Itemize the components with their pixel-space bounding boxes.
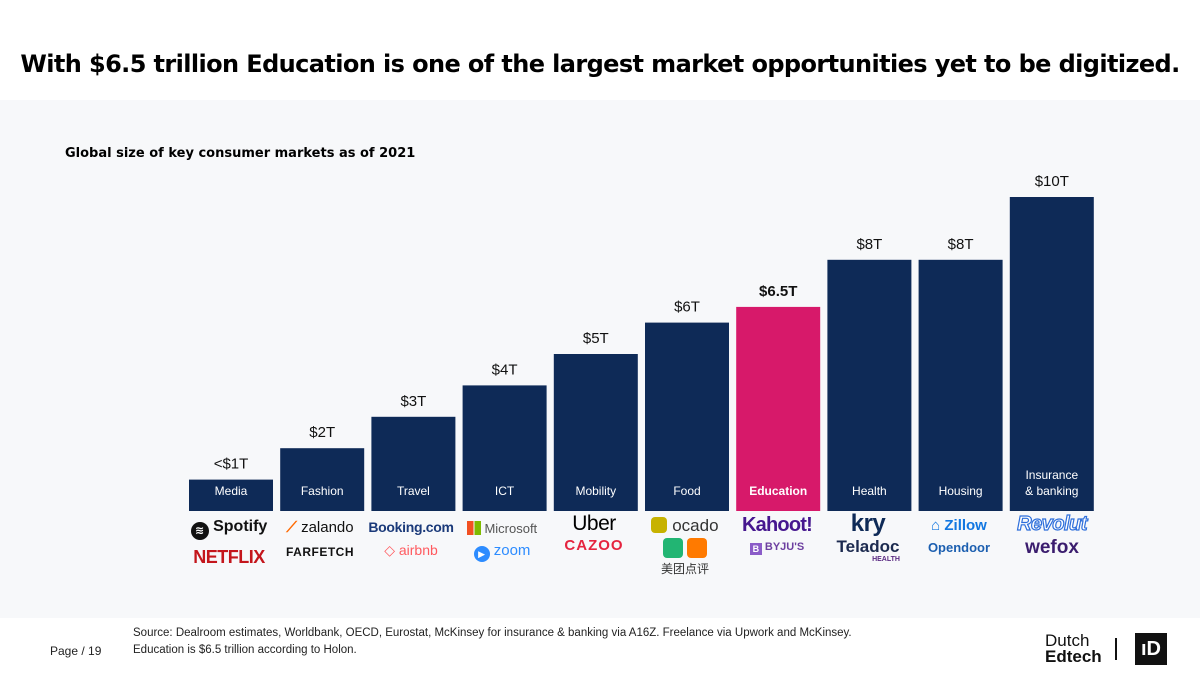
- bar-health: [827, 259, 912, 511]
- bar-food: [645, 322, 729, 511]
- logos-insurance: Revolut wefox: [1009, 513, 1095, 558]
- value-label: $2T: [309, 424, 335, 441]
- value-label: $3T: [400, 393, 426, 410]
- zillow-icon: ⌂: [931, 517, 941, 534]
- headline: With $6.5 trillion Education is one of t…: [20, 50, 1180, 78]
- zoom-icon: ▶: [473, 546, 490, 562]
- uber-logo: Uber: [572, 512, 616, 535]
- bar-chart: <$1T Media $2T Fashion $3T Travel $4T ICT $5T Mob…: [189, 173, 1094, 511]
- cazoo-logo: CAZOO: [564, 537, 624, 554]
- value-label: $6.5T: [759, 283, 797, 300]
- category-label: Education: [749, 484, 807, 498]
- meituan-icon: [642, 538, 728, 562]
- microsoft-icon: [466, 521, 481, 535]
- logos-travel: Booking.com ◇ airbnb: [368, 517, 454, 557]
- brand-divider: [1115, 638, 1117, 660]
- airbnb-icon: ◇: [384, 542, 395, 558]
- bar-travel: [371, 416, 456, 511]
- zalando-icon: ⟋: [286, 519, 297, 536]
- dutch-edtech-wordmark: Dutch Edtech: [1045, 631, 1102, 666]
- category-label: Fashion: [301, 484, 344, 498]
- source-line-1: Source: Dealroom estimates, Worldbank, O…: [133, 627, 852, 639]
- header: With $6.5 trillion Education is one of t…: [0, 0, 1200, 100]
- brand-line-1: Dutch: [1045, 631, 1090, 650]
- category-label: Media: [215, 484, 248, 498]
- category-label: ICT: [495, 484, 515, 498]
- source-note: Source: Dealroom estimates, Worldbank, O…: [133, 625, 953, 659]
- category-label: Food: [673, 484, 700, 498]
- opendoor-logo: Opendoor: [927, 540, 991, 555]
- logos-media: ≋ Spotify NETFLIX: [186, 517, 272, 566]
- bar-mobility: [553, 354, 638, 511]
- airbnb-logo: ◇ airbnb: [384, 542, 438, 558]
- footer: [0, 618, 1200, 675]
- logos-health: kry Teladoc HEALTH: [825, 510, 911, 564]
- bar-housing: [918, 259, 1003, 511]
- logos-mobility: Uber CAZOO: [551, 513, 637, 553]
- spotify-icon: ≋: [190, 522, 209, 540]
- byjus-logo: B BYJU'S: [734, 542, 820, 555]
- booking-logo: Booking.com: [368, 519, 454, 535]
- wefox-logo: wefox: [1025, 537, 1079, 558]
- value-label: $10T: [1035, 173, 1069, 190]
- bar-fashion: [280, 448, 365, 511]
- brand-line-2: Edtech: [1045, 647, 1102, 666]
- logos-housing: ⌂ Zillow Opendoor: [916, 517, 1002, 554]
- value-label: $8T: [948, 236, 974, 253]
- meituan-dianping-logo: 美团点评: [660, 562, 709, 576]
- revolut-logo: Revolut: [1016, 513, 1088, 535]
- bar-media: [189, 479, 273, 511]
- logos-ict: Microsoft ▶ zoom: [459, 517, 545, 562]
- zalando-logo: ⟋ zalando: [286, 519, 354, 536]
- ocado-icon: [651, 517, 668, 533]
- byjus-icon: B: [749, 543, 762, 555]
- value-label: $4T: [492, 361, 518, 378]
- logos-food: ocado 美团点评: [642, 516, 728, 575]
- microsoft-logo: Microsoft: [459, 521, 545, 535]
- category-label: Health: [852, 484, 887, 498]
- dutch-edtech-logo-icon: ıD: [1135, 633, 1167, 665]
- category-label: Insurance & banking: [1025, 468, 1078, 498]
- teladoc-health-tag: HEALTH: [872, 556, 900, 563]
- bar-ict: [462, 385, 547, 511]
- zoom-logo: ▶ zoom: [459, 543, 545, 562]
- logos-education: Kahoot! B BYJU'S: [734, 515, 820, 555]
- netflix-logo: NETFLIX: [193, 547, 265, 567]
- ocado-logo: ocado: [642, 517, 728, 534]
- source-line-2: Education is $6.5 trillion according to …: [133, 644, 357, 656]
- page-number: Page / 19: [50, 644, 102, 658]
- spotify-logo: ≋ Spotify: [186, 519, 272, 540]
- farfetch-logo: FARFETCH: [286, 545, 354, 559]
- kry-logo: kry: [850, 510, 886, 537]
- bar-insurance-banking: [1009, 197, 1094, 511]
- category-label: Mobility: [575, 484, 616, 498]
- bar-education: [736, 306, 821, 511]
- value-label: $6T: [674, 299, 700, 316]
- kahoot-logo: Kahoot!: [742, 514, 813, 536]
- category-label: Travel: [397, 484, 430, 498]
- value-label: $5T: [583, 330, 609, 347]
- logos-fashion: ⟋ zalando FARFETCH: [277, 517, 363, 558]
- zillow-logo: ⌂ Zillow: [931, 517, 987, 534]
- category-label: Housing: [939, 484, 983, 498]
- value-label: <$1T: [214, 456, 249, 473]
- chart-title: Global size of key consumer markets as o…: [65, 146, 416, 161]
- teladoc-logo: Teladoc: [836, 537, 900, 556]
- value-label: $8T: [856, 236, 882, 253]
